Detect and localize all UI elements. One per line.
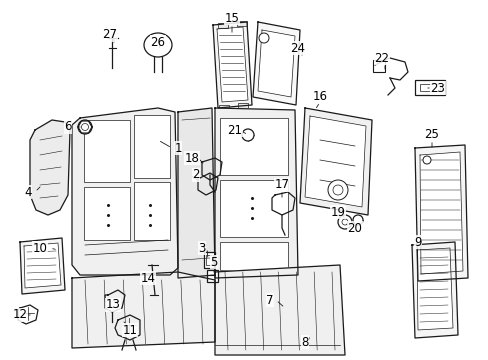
Polygon shape bbox=[215, 265, 345, 355]
Circle shape bbox=[259, 33, 268, 43]
Circle shape bbox=[422, 156, 430, 164]
Text: 27: 27 bbox=[102, 28, 117, 41]
Polygon shape bbox=[30, 120, 70, 215]
Polygon shape bbox=[20, 238, 65, 294]
Polygon shape bbox=[411, 242, 457, 338]
Text: 5: 5 bbox=[210, 256, 217, 269]
Bar bbox=[134, 182, 170, 240]
Text: 13: 13 bbox=[105, 298, 120, 311]
Circle shape bbox=[81, 123, 88, 130]
Bar bbox=[205, 255, 213, 265]
Text: 26: 26 bbox=[150, 36, 165, 49]
Bar bbox=[206, 270, 218, 282]
Text: 8: 8 bbox=[301, 336, 308, 348]
Polygon shape bbox=[305, 116, 365, 207]
Ellipse shape bbox=[143, 33, 172, 57]
Text: 9: 9 bbox=[413, 235, 421, 248]
Polygon shape bbox=[258, 30, 294, 97]
Circle shape bbox=[352, 215, 362, 225]
Bar bbox=[414, 80, 444, 95]
Bar bbox=[220, 118, 287, 175]
Bar bbox=[84, 120, 130, 182]
Bar bbox=[220, 180, 287, 237]
Text: 14: 14 bbox=[140, 271, 155, 284]
Text: 19: 19 bbox=[330, 206, 345, 219]
Text: 21: 21 bbox=[227, 123, 242, 136]
Polygon shape bbox=[72, 108, 178, 275]
Text: 23: 23 bbox=[429, 81, 445, 94]
Text: 17: 17 bbox=[274, 179, 289, 192]
Circle shape bbox=[337, 215, 351, 229]
Text: 4: 4 bbox=[24, 185, 32, 198]
Text: 6: 6 bbox=[64, 121, 72, 134]
Polygon shape bbox=[416, 248, 452, 330]
Polygon shape bbox=[217, 27, 247, 102]
Bar bbox=[220, 242, 287, 270]
Text: 2: 2 bbox=[192, 168, 199, 181]
Bar bbox=[218, 23, 227, 28]
Text: 11: 11 bbox=[122, 324, 137, 337]
Polygon shape bbox=[72, 272, 215, 348]
Polygon shape bbox=[419, 152, 462, 274]
Text: 15: 15 bbox=[224, 12, 239, 24]
Bar bbox=[203, 252, 215, 268]
Text: 10: 10 bbox=[33, 242, 47, 255]
Bar bbox=[237, 21, 246, 26]
Text: 1: 1 bbox=[174, 141, 182, 154]
Text: 3: 3 bbox=[198, 242, 205, 255]
Polygon shape bbox=[213, 22, 251, 108]
Polygon shape bbox=[414, 145, 467, 281]
Bar bbox=[134, 115, 170, 178]
Circle shape bbox=[332, 185, 342, 195]
Text: 22: 22 bbox=[374, 51, 389, 64]
Text: 7: 7 bbox=[265, 293, 273, 306]
Polygon shape bbox=[299, 108, 371, 215]
Polygon shape bbox=[24, 243, 61, 288]
Polygon shape bbox=[252, 22, 299, 105]
Circle shape bbox=[242, 129, 253, 141]
Text: 16: 16 bbox=[312, 90, 327, 104]
Bar bbox=[419, 84, 439, 91]
Polygon shape bbox=[178, 108, 215, 278]
Polygon shape bbox=[215, 108, 297, 278]
Bar bbox=[219, 105, 228, 110]
Text: 25: 25 bbox=[424, 129, 439, 141]
Bar bbox=[372, 60, 384, 72]
Text: 20: 20 bbox=[347, 221, 362, 234]
Text: 24: 24 bbox=[290, 41, 305, 54]
Bar bbox=[238, 103, 247, 108]
Text: 12: 12 bbox=[13, 309, 27, 321]
Text: 18: 18 bbox=[184, 152, 199, 165]
Bar bbox=[84, 187, 130, 240]
Circle shape bbox=[341, 219, 347, 225]
Circle shape bbox=[327, 180, 347, 200]
Circle shape bbox=[78, 120, 92, 134]
